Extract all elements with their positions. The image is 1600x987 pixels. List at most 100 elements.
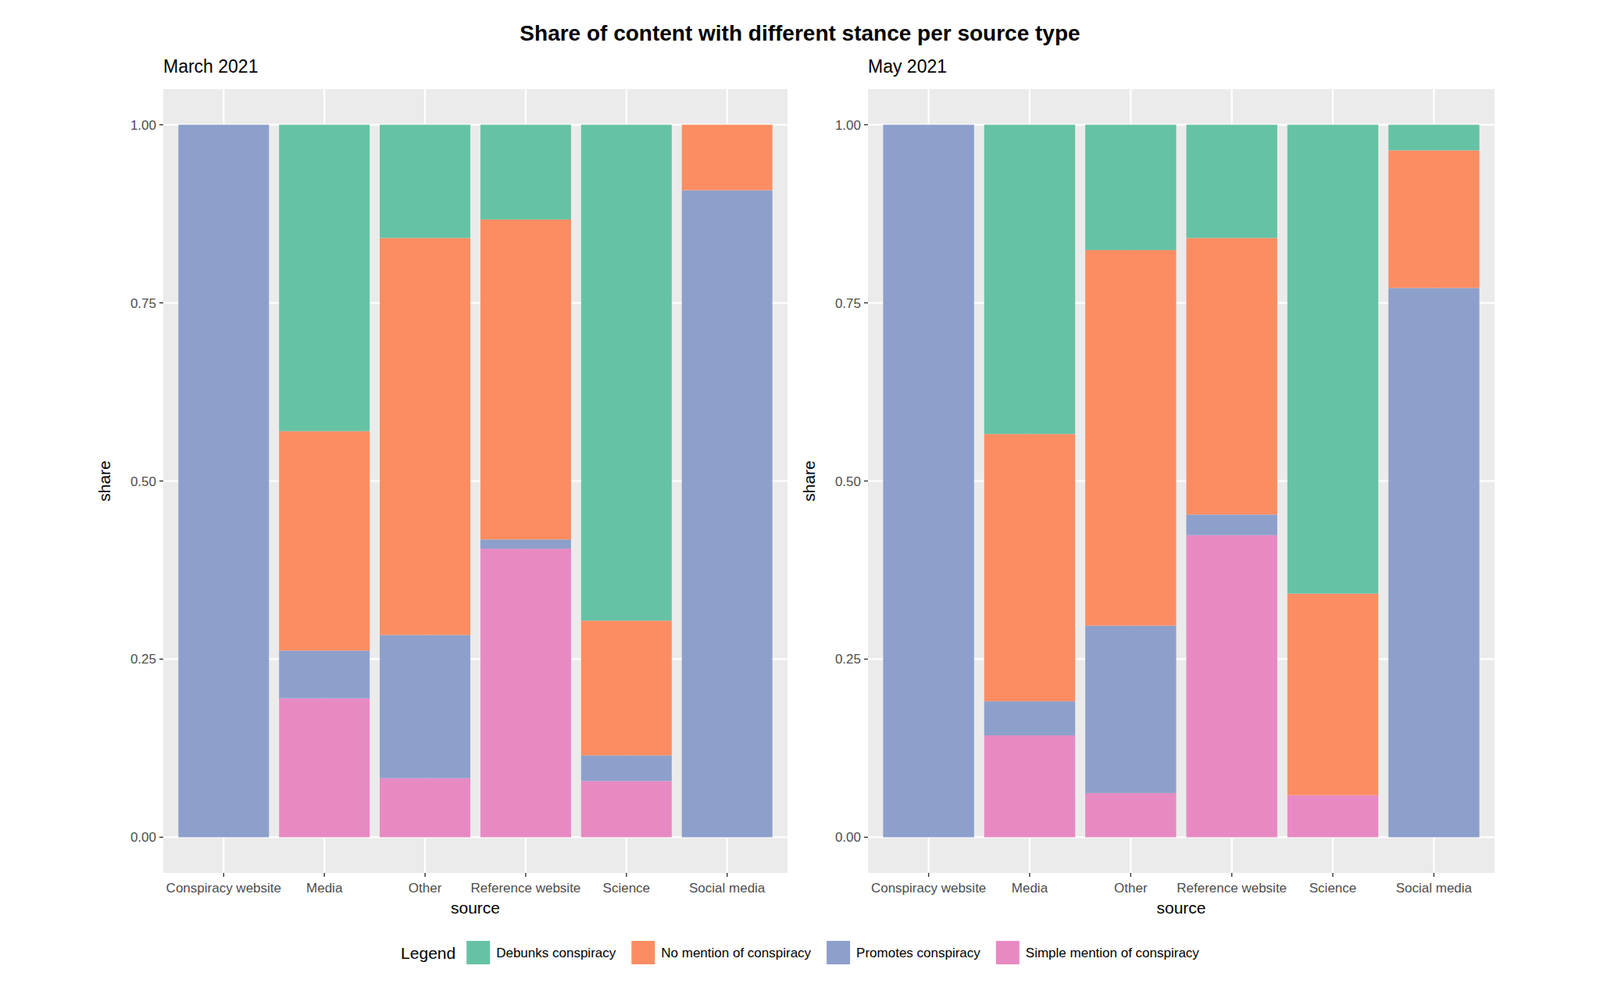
tick-label: Social media xyxy=(689,880,766,896)
tick-label: 0.75 xyxy=(130,296,157,311)
bar-segment: No mention of conspiracy — Other xyxy=(379,238,471,636)
bar-segment: Simple mention of conspiracy — Science xyxy=(581,780,672,837)
tick-label: Reference website xyxy=(471,880,582,896)
bar-segment: Debunks conspiracy — Science xyxy=(581,125,672,622)
bar-segment: Promotes conspiracy — Conspiracy website xyxy=(178,125,269,838)
tick-mark xyxy=(864,302,868,304)
bar-segment: Debunks conspiracy — Science xyxy=(1287,125,1379,594)
bar-segment: Promotes conspiracy — Social media xyxy=(682,189,773,837)
tick-mark xyxy=(159,302,164,304)
bars: Simple mention of conspiracy — Conspirac… xyxy=(882,125,1479,838)
plot-background xyxy=(867,89,1495,873)
y-axis-title: share xyxy=(95,460,114,502)
chart-root: Share of content with different stance p… xyxy=(0,0,1600,987)
bar-segment: Debunks conspiracy — Conspiracy website xyxy=(882,124,974,125)
tick-mark xyxy=(1231,872,1233,877)
tick-label: Science xyxy=(1309,880,1357,896)
tick-mark xyxy=(424,872,425,877)
legend-swatch xyxy=(826,940,850,965)
tick-mark xyxy=(864,658,868,660)
main-title: Share of content with different stance p… xyxy=(519,21,1080,46)
tick-label: Other xyxy=(1114,880,1148,896)
bar-segment: No mention of conspiracy — Reference web… xyxy=(1185,238,1277,515)
tick-mark xyxy=(159,658,164,660)
legend-title: Legend xyxy=(400,943,456,962)
tick-label: Other xyxy=(408,880,443,896)
tick-mark xyxy=(1130,872,1132,877)
legend-label: Promotes conspiracy xyxy=(856,945,981,961)
bar-segment: No mention of conspiracy — Reference web… xyxy=(480,219,572,540)
bar-segment: Promotes conspiracy — Reference website xyxy=(480,539,572,549)
legend: LegendDebunks conspiracyNo mention of co… xyxy=(400,940,1200,965)
tick-label: Science xyxy=(603,880,650,896)
legend-label: Simple mention of conspiracy xyxy=(1025,945,1200,961)
bar-segment: Debunks conspiracy — Conspiracy website xyxy=(178,124,269,125)
bar-segment: Simple mention of conspiracy — Other xyxy=(379,778,471,838)
bar-segment: Simple mention of conspiracy — Media xyxy=(278,698,370,838)
bar-segment: Debunks conspiracy — Other xyxy=(1085,125,1176,250)
bar-segment: No mention of conspiracy — Social media xyxy=(682,125,773,191)
bar-segment: No mention of conspiracy — Science xyxy=(1287,593,1379,796)
tick-label: 0.00 xyxy=(130,829,157,845)
y-axis-title: share xyxy=(800,460,818,502)
tick-label: 0.75 xyxy=(835,296,861,311)
tick-mark xyxy=(323,872,325,877)
bar-segment: Promotes conspiracy — Media xyxy=(984,700,1075,736)
tick-mark xyxy=(864,124,868,125)
tick-label: 0.25 xyxy=(835,651,861,667)
bar-segment: No mention of conspiracy — Social media xyxy=(1388,150,1479,288)
plot-background xyxy=(163,89,788,873)
bars: Simple mention of conspiracy — Conspirac… xyxy=(178,125,772,838)
bar-segment: No mention of conspiracy — Conspiracy we… xyxy=(178,124,269,125)
bar-segment: Simple mention of conspiracy — Reference… xyxy=(480,548,572,837)
bar-segment: Promotes conspiracy — Conspiracy website xyxy=(882,125,974,838)
tick-mark xyxy=(223,872,225,877)
background xyxy=(0,0,1600,987)
tick-label: 0.50 xyxy=(130,474,157,490)
bar-segment: Simple mention of conspiracy — Media xyxy=(984,735,1075,837)
bar-segment: No mention of conspiracy — Science xyxy=(581,620,672,755)
panel-title: May 2021 xyxy=(867,56,947,77)
tick-mark xyxy=(864,480,868,482)
tick-label: Conspiracy website xyxy=(166,880,282,896)
bar-segment: Promotes conspiracy — Other xyxy=(379,634,471,778)
tick-label: Media xyxy=(1011,880,1049,896)
bar-segment: No mention of conspiracy — Other xyxy=(1085,250,1176,626)
panel-title: March 2021 xyxy=(163,56,258,77)
tick-mark xyxy=(159,836,164,838)
legend-swatch xyxy=(996,940,1020,965)
tick-mark xyxy=(1332,872,1333,877)
bar-segment: Debunks conspiracy — Other xyxy=(379,125,471,239)
bar-segment: No mention of conspiracy — Conspiracy we… xyxy=(882,124,974,125)
tick-label: 0.50 xyxy=(835,474,861,490)
legend-label: No mention of conspiracy xyxy=(660,945,811,961)
tick-label: Conspiracy website xyxy=(871,880,986,896)
bar-segment: Promotes conspiracy — Other xyxy=(1085,625,1176,793)
panel: March 20210.000.250.500.751.00Conspiracy… xyxy=(95,56,788,917)
tick-mark xyxy=(726,872,728,877)
bar-segment: Debunks conspiracy — Media xyxy=(984,125,1075,435)
bar-segment: Simple mention of conspiracy — Reference… xyxy=(1185,535,1277,838)
tick-mark xyxy=(625,872,627,877)
bar-segment: Promotes conspiracy — Social media xyxy=(1388,287,1479,837)
x-axis-title: source xyxy=(450,898,500,917)
bar-segment: No mention of conspiracy — Media xyxy=(984,433,1075,701)
bar-segment: Debunks conspiracy — Social media xyxy=(682,124,773,125)
legend-swatch xyxy=(466,940,490,965)
bar-segment: Simple mention of conspiracy — Science xyxy=(1287,795,1379,838)
bar-segment: Promotes conspiracy — Science xyxy=(581,755,672,782)
tick-label: Social media xyxy=(1396,880,1473,896)
tick-mark xyxy=(525,872,526,877)
bar-segment: Debunks conspiracy — Reference website xyxy=(1185,125,1277,239)
bar-segment: No mention of conspiracy — Media xyxy=(278,431,370,651)
bar-segment: Simple mention of conspiracy — Other xyxy=(1085,792,1176,838)
tick-mark xyxy=(864,836,868,838)
bar-segment: Debunks conspiracy — Reference website xyxy=(480,125,572,220)
tick-label: Reference website xyxy=(1176,880,1287,896)
tick-mark xyxy=(928,872,929,877)
bar-segment: Debunks conspiracy — Media xyxy=(278,125,370,432)
tick-label: Media xyxy=(306,880,343,896)
panel: May 20210.000.250.500.751.00Conspiracy w… xyxy=(800,56,1495,917)
tick-mark xyxy=(159,480,164,482)
tick-label: 0.00 xyxy=(835,829,861,845)
